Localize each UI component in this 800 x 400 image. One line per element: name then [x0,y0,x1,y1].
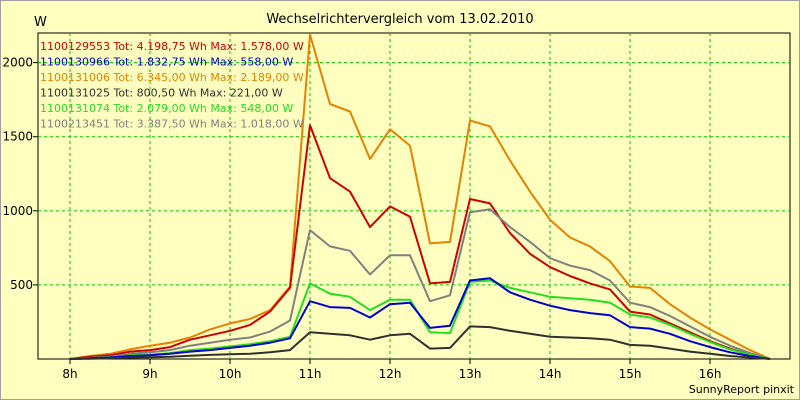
credit-text: SunnyReport pinxit [688,383,794,396]
y-tick-label: 500 [10,278,33,292]
series-line-1100129553 [69,124,771,360]
axis-layer: 8h 9h 10h 11h 12h 13h 14h 15h 16h 500 1000 1500 2000 [2,56,721,381]
series-line-1100131006 [69,33,771,360]
legend-entry: 1100131025 Tot: 800,50 Wh Max: 221,00 W [40,87,283,100]
x-tick-label: 9h [142,367,157,381]
legend-entry: 1100131006 Tot: 6.345,00 Wh Max: 2.189,0… [40,71,304,84]
series-line-1100131025 [69,325,771,360]
y-tick-label: 1000 [2,204,33,218]
x-tick-label: 8h [62,367,77,381]
x-tick-label: 13h [459,367,482,381]
x-tick-label: 14h [539,367,562,381]
legend-entry: 1100131074 Tot: 2.079,00 Wh Max: 548,00 … [40,102,293,115]
legend-entry: 1100129553 Tot: 4.198,75 Wh Max: 1.578,0… [40,40,304,53]
x-tick-label: 16h [699,367,722,381]
y-tick-label: 1500 [2,130,33,144]
x-tick-label: 10h [219,367,242,381]
x-tick-label: 12h [379,367,402,381]
y-axis-unit: W [34,15,47,30]
series-line-1100130966 [69,277,771,360]
series-line-1100213451 [69,208,771,360]
legend-entry: 1100213451 Tot: 3.387,50 Wh Max: 1.018,0… [40,118,304,131]
y-tick-label: 2000 [2,56,33,70]
legend: 1100129553 Tot: 4.198,75 Wh Max: 1.578,0… [40,40,304,131]
x-tick-label: 15h [619,367,642,381]
x-tick-label: 11h [299,367,322,381]
series-layer [69,33,771,360]
chart-title: Wechselrichtervergleich vom 13.02.2010 [266,12,534,27]
legend-entry: 1100130966 Tot: 1.832,75 Wh Max: 558,00 … [40,56,293,69]
